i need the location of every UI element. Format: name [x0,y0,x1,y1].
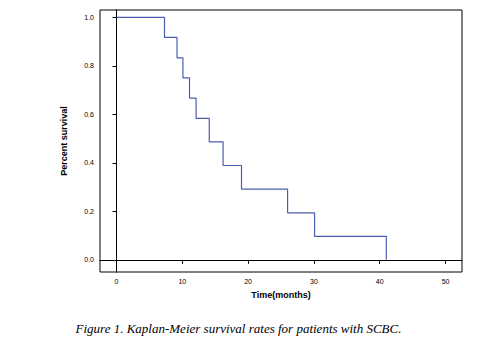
svg-text:1.0: 1.0 [84,14,94,21]
svg-text:30: 30 [310,278,318,285]
svg-text:Percent survival: Percent survival [59,106,69,176]
svg-text:20: 20 [244,278,252,285]
svg-text:Figure 1. Kaplan-Meier surviva: Figure 1. Kaplan-Meier survival rates fo… [75,321,402,336]
svg-text:40: 40 [376,278,384,285]
svg-text:0.6: 0.6 [84,111,94,118]
svg-text:0.2: 0.2 [84,208,94,215]
svg-text:0.0: 0.0 [84,256,94,263]
svg-text:10: 10 [178,278,186,285]
svg-text:Time(months): Time(months) [251,290,310,300]
svg-text:0.8: 0.8 [84,62,94,69]
svg-text:0: 0 [115,278,119,285]
svg-text:0.4: 0.4 [84,159,94,166]
svg-text:50: 50 [442,278,450,285]
